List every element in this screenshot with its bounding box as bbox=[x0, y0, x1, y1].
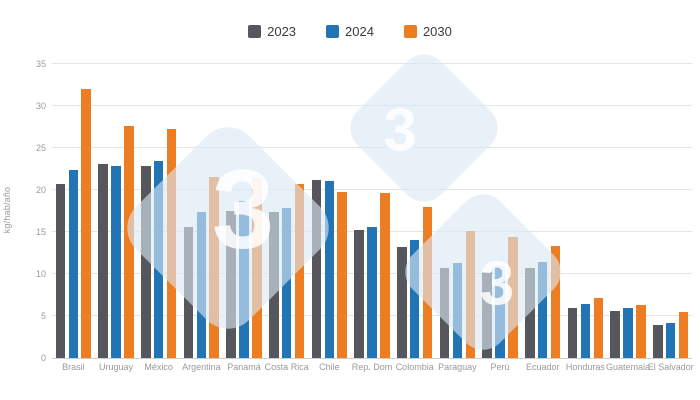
legend-swatch-2030 bbox=[403, 24, 417, 38]
x-label-argentina: Argentina bbox=[182, 362, 221, 372]
y-tick-0: 0 bbox=[40, 353, 46, 363]
bar-el-salvador-2024[interactable] bbox=[665, 322, 676, 358]
y-tick-30: 30 bbox=[35, 101, 46, 111]
bar-groups: Brasil Uruguay México Argentina Panamá Costa … bbox=[52, 64, 694, 372]
bar-group-rep-dom: Rep. Dom bbox=[351, 64, 394, 372]
bar-paraguay-2024[interactable] bbox=[452, 263, 463, 358]
bar-group-m-xico: México bbox=[137, 64, 180, 372]
x-label-costa-rica: Costa Rica bbox=[264, 362, 309, 372]
y-tick-20: 20 bbox=[35, 185, 46, 195]
x-label-colombia: Colombia bbox=[395, 362, 434, 372]
bar-argentina-2030[interactable] bbox=[209, 176, 219, 358]
bar-argentina-2024[interactable] bbox=[196, 211, 207, 358]
bar-brasil-2030[interactable] bbox=[81, 89, 91, 358]
bar-group-ecuador: Ecuador bbox=[521, 64, 564, 372]
x-label-ecuador: Ecuador bbox=[525, 362, 560, 372]
x-label-panam-: Panamá bbox=[227, 362, 261, 372]
bar-costa-rica-2024[interactable] bbox=[281, 207, 292, 358]
legend-item-2023[interactable]: 2023 bbox=[248, 24, 296, 39]
bar-per--2024[interactable] bbox=[495, 265, 505, 358]
bar-group-per-: Perú bbox=[479, 64, 522, 372]
y-tick-25: 25 bbox=[35, 143, 46, 153]
bar-ecuador-2023[interactable] bbox=[525, 268, 535, 358]
bar-m-xico-2024[interactable] bbox=[153, 161, 164, 358]
bar-guatemala-2024[interactable] bbox=[623, 308, 633, 358]
legend-item-2030[interactable]: 2030 bbox=[403, 23, 452, 39]
bar-uruguay-2030[interactable] bbox=[124, 126, 134, 358]
bar-group-honduras: Honduras bbox=[564, 64, 607, 372]
bar-rep-dom-2024[interactable] bbox=[367, 227, 377, 358]
x-label-honduras: Honduras bbox=[565, 362, 605, 372]
bar-paraguay-2030[interactable] bbox=[465, 231, 475, 358]
bar-guatemala-2030[interactable] bbox=[636, 305, 646, 358]
bar-honduras-2024[interactable] bbox=[580, 304, 591, 358]
bar-rep-dom-2030[interactable] bbox=[380, 193, 390, 358]
bar-uruguay-2023[interactable] bbox=[98, 164, 108, 358]
bar-group-argentina: Argentina bbox=[180, 64, 223, 372]
bar-panam--2030[interactable] bbox=[252, 178, 262, 358]
bar-brasil-2023[interactable] bbox=[55, 184, 66, 358]
legend-item-2024[interactable]: 2024 bbox=[326, 24, 374, 39]
bar-colombia-2030[interactable] bbox=[422, 206, 433, 358]
x-label-guatemala: Guatemala bbox=[606, 362, 651, 372]
bar-colombia-2024[interactable] bbox=[409, 240, 420, 358]
bar-per--2030[interactable] bbox=[508, 237, 518, 358]
legend-swatch-2024 bbox=[326, 24, 340, 38]
bar-group-guatemala: Guatemala bbox=[606, 64, 650, 372]
bar-argentina-2023[interactable] bbox=[183, 227, 194, 358]
bar-group-costa-rica: Costa Rica bbox=[265, 64, 309, 372]
y-tick-5: 5 bbox=[40, 311, 46, 321]
bar-colombia-2023[interactable] bbox=[397, 247, 407, 358]
legend-swatch-2023 bbox=[248, 24, 262, 38]
x-label-uruguay: Uruguay bbox=[98, 362, 134, 372]
bar-chile-2024[interactable] bbox=[324, 180, 335, 358]
bar-costa-rica-2023[interactable] bbox=[269, 211, 279, 358]
bar-el-salvador-2030[interactable] bbox=[678, 311, 689, 358]
plot-area: Brasil Uruguay México Argentina Panamá Costa … bbox=[52, 63, 694, 372]
x-label-brasil: Brasil bbox=[62, 362, 85, 372]
bar-costa-rica-2030[interactable] bbox=[294, 184, 305, 358]
bar-group-paraguay: Paraguay bbox=[436, 64, 479, 372]
bar-honduras-2023[interactable] bbox=[567, 307, 578, 358]
legend: 2023 2024 2030 bbox=[0, 22, 700, 40]
bar-group-brasil: Brasil bbox=[52, 64, 95, 372]
bar-honduras-2030[interactable] bbox=[593, 297, 604, 358]
bar-rep-dom-2023[interactable] bbox=[354, 230, 364, 358]
y-tick-15: 15 bbox=[35, 227, 46, 237]
x-label-chile: Chile bbox=[319, 362, 340, 372]
bar-brasil-2024[interactable] bbox=[68, 169, 79, 358]
legend-label-2024: 2024 bbox=[345, 23, 374, 39]
bar-per--2023[interactable] bbox=[482, 271, 492, 358]
x-label-m-xico: México bbox=[144, 362, 173, 372]
bar-chile-2030[interactable] bbox=[337, 191, 347, 358]
bar-paraguay-2023[interactable] bbox=[439, 268, 450, 358]
bar-group-colombia: Colombia bbox=[393, 64, 436, 372]
bar-panam--2024[interactable] bbox=[239, 200, 249, 358]
legend-label-2023: 2023 bbox=[267, 23, 297, 39]
bar-panam--2023[interactable] bbox=[226, 211, 236, 358]
y-axis-title: kg/hab/año bbox=[2, 186, 12, 234]
legend-label-2030: 2030 bbox=[422, 23, 452, 39]
bar-uruguay-2024[interactable] bbox=[111, 165, 121, 358]
x-label-el-salvador: El Salvador bbox=[647, 362, 694, 372]
bar-guatemala-2023[interactable] bbox=[610, 311, 620, 358]
bar-ecuador-2030[interactable] bbox=[550, 246, 561, 358]
bar-group-panam-: Panamá bbox=[223, 64, 266, 372]
bar-m-xico-2030[interactable] bbox=[166, 128, 177, 358]
y-tick-35: 35 bbox=[35, 59, 46, 69]
x-label-per-: Perú bbox=[490, 362, 510, 372]
bar-group-chile: Chile bbox=[308, 64, 351, 372]
bar-m-xico-2023[interactable] bbox=[141, 165, 151, 358]
bar-ecuador-2024[interactable] bbox=[537, 262, 548, 358]
y-tick-10: 10 bbox=[35, 269, 46, 279]
x-label-rep-dom: Rep. Dom bbox=[351, 362, 393, 372]
bar-group-el-salvador: El Salvador bbox=[648, 64, 694, 372]
bar-chile-2023[interactable] bbox=[311, 179, 322, 358]
bar-el-salvador-2023[interactable] bbox=[653, 325, 663, 358]
bar-group-uruguay: Uruguay bbox=[95, 64, 138, 372]
x-label-paraguay: Paraguay bbox=[438, 362, 477, 372]
